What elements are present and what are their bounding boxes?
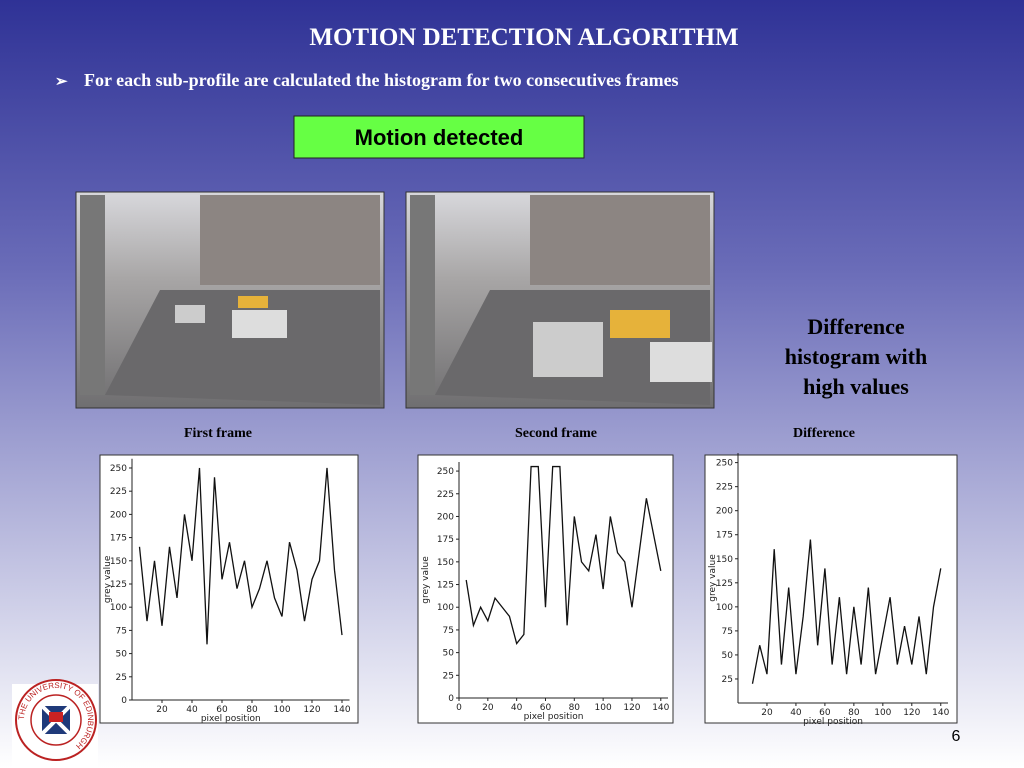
x-tick-label: 0 bbox=[456, 703, 462, 713]
y-tick-label: 175 bbox=[437, 535, 454, 545]
y-tick-label: 0 bbox=[448, 694, 454, 704]
y-tick-label: 125 bbox=[716, 579, 733, 589]
status-box bbox=[293, 115, 585, 159]
y-tick-label: 150 bbox=[437, 558, 454, 568]
y-axis-label: grey value bbox=[421, 556, 431, 604]
x-tick-label: 140 bbox=[333, 705, 350, 715]
x-tick-label: 60 bbox=[819, 708, 831, 718]
y-tick-label: 100 bbox=[437, 603, 454, 613]
y-tick-label: 125 bbox=[437, 581, 454, 591]
y-tick-label: 250 bbox=[716, 459, 733, 469]
data-line bbox=[138, 467, 343, 645]
y-tick-label: 200 bbox=[437, 512, 454, 522]
chart-frame bbox=[99, 454, 359, 724]
y-tick-label: 75 bbox=[722, 627, 733, 637]
x-tick-label: 20 bbox=[156, 705, 168, 715]
x-tick-label: 80 bbox=[246, 705, 258, 715]
data-line bbox=[465, 465, 662, 645]
x-tick-label: 60 bbox=[540, 703, 552, 713]
x-tick-label: 60 bbox=[216, 705, 228, 715]
y-tick-label: 250 bbox=[110, 464, 127, 474]
y-tick-label: 100 bbox=[716, 603, 733, 613]
x-axis-label: pixel position bbox=[201, 714, 261, 724]
y-axis-label: grey value bbox=[708, 554, 718, 602]
x-tick-label: 80 bbox=[848, 708, 860, 718]
page-number: 6 bbox=[952, 728, 961, 745]
slide-title: MOTION DETECTION ALGORITHM bbox=[309, 24, 738, 51]
note-line: histogram with bbox=[785, 344, 927, 369]
y-tick-label: 50 bbox=[443, 649, 455, 659]
x-tick-label: 40 bbox=[790, 708, 802, 718]
y-tick-label: 225 bbox=[716, 483, 733, 493]
x-axis-label: pixel position bbox=[803, 717, 863, 727]
photo bbox=[75, 191, 385, 409]
y-tick-label: 150 bbox=[716, 555, 733, 565]
y-tick-label: 225 bbox=[437, 490, 454, 500]
y-tick-label: 150 bbox=[110, 557, 127, 567]
caption: Difference bbox=[793, 426, 855, 441]
x-tick-label: 120 bbox=[303, 705, 320, 715]
x-tick-label: 100 bbox=[273, 705, 290, 715]
x-tick-label: 140 bbox=[932, 708, 949, 718]
y-tick-label: 25 bbox=[116, 673, 127, 683]
chart-frame bbox=[417, 454, 674, 724]
note-line: Difference bbox=[807, 314, 905, 339]
y-tick-label: 175 bbox=[110, 534, 127, 544]
caption: First frame bbox=[184, 426, 252, 441]
chart: 0 25 50 75 100 125 150 175 200 225 250 20 40 60 80 100 1… bbox=[99, 454, 359, 724]
chart: 0 25 50 75 100 125 150 175 200 225 250 0 20 40 60 80 100… bbox=[417, 454, 674, 724]
x-tick-label: 120 bbox=[903, 708, 920, 718]
logo: THE UNIVERSITY OF EDINBURGH bbox=[12, 679, 98, 768]
x-tick-label: 140 bbox=[652, 703, 669, 713]
chart: 25 50 75 100 125 150 175 200 225 250 20 40 60 80 100 12… bbox=[704, 453, 958, 727]
y-tick-label: 250 bbox=[437, 467, 454, 477]
y-tick-label: 125 bbox=[110, 580, 127, 590]
x-tick-label: 100 bbox=[874, 708, 891, 718]
x-tick-label: 40 bbox=[186, 705, 198, 715]
y-tick-label: 50 bbox=[116, 650, 128, 660]
note-line: high values bbox=[803, 374, 909, 399]
y-tick-label: 25 bbox=[443, 671, 454, 681]
x-axis-label: pixel position bbox=[524, 712, 584, 722]
y-tick-label: 50 bbox=[722, 651, 734, 661]
x-tick-label: 100 bbox=[595, 703, 612, 713]
y-tick-label: 200 bbox=[716, 507, 733, 517]
data-line bbox=[751, 539, 942, 684]
status-text: Motion detected bbox=[355, 125, 524, 150]
y-tick-label: 25 bbox=[722, 675, 733, 685]
x-tick-label: 120 bbox=[623, 703, 640, 713]
y-tick-label: 225 bbox=[110, 487, 127, 497]
y-tick-label: 200 bbox=[110, 510, 127, 520]
bullet-icon: ➢ bbox=[55, 74, 68, 90]
photo bbox=[405, 191, 715, 409]
x-tick-label: 40 bbox=[511, 703, 523, 713]
x-tick-label: 20 bbox=[761, 708, 773, 718]
y-tick-label: 75 bbox=[116, 626, 127, 636]
x-tick-label: 80 bbox=[569, 703, 581, 713]
y-tick-label: 175 bbox=[716, 531, 733, 541]
x-tick-label: 20 bbox=[482, 703, 494, 713]
chart-frame bbox=[704, 454, 958, 724]
bullet-text: For each sub-profile are calculated the … bbox=[84, 70, 679, 90]
y-tick-label: 75 bbox=[443, 626, 454, 636]
y-tick-label: 100 bbox=[110, 603, 127, 613]
caption: Second frame bbox=[515, 426, 597, 441]
y-axis-label: grey value bbox=[103, 555, 113, 603]
y-tick-label: 0 bbox=[121, 696, 127, 706]
